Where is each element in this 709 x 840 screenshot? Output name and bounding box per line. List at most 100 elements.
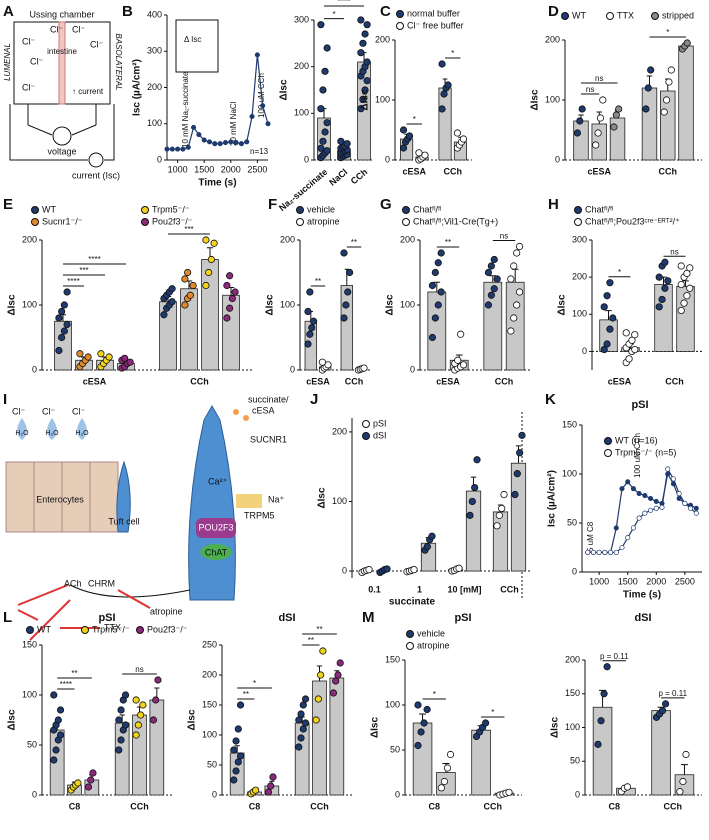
y-axis-label: ΔIsc xyxy=(7,709,18,731)
cell-label: Enterocytes xyxy=(36,494,84,504)
significance-label: ** xyxy=(316,625,322,634)
data-point xyxy=(60,301,68,309)
data-point xyxy=(647,66,655,74)
significance-label: p = 0.11 xyxy=(658,689,687,698)
y-axis-label: ΔIsc xyxy=(7,294,18,316)
data-point xyxy=(357,49,365,57)
significance-label: p = 0.11 xyxy=(600,652,629,661)
bar xyxy=(641,87,658,161)
legend-marker xyxy=(396,10,404,18)
bar xyxy=(149,699,165,796)
legend-marker xyxy=(396,22,404,30)
data-point xyxy=(623,783,632,791)
trace-point xyxy=(180,146,186,152)
significance-label: ** xyxy=(308,636,314,645)
data-point xyxy=(343,140,351,148)
data-point xyxy=(230,776,238,784)
ion: Cl⁻ xyxy=(22,82,35,92)
data-point xyxy=(660,108,668,116)
tuft-cell-small xyxy=(116,460,131,533)
data-point xyxy=(399,126,408,134)
x-tick-label: CCh xyxy=(345,376,364,386)
data-point xyxy=(455,564,463,572)
legend-label: Pou2f3⁻/⁻ xyxy=(147,624,188,634)
data-point xyxy=(606,325,614,333)
data-point xyxy=(63,288,71,296)
legend-marker xyxy=(81,626,89,634)
legend-label: Sucnr1⁻/⁻ xyxy=(42,216,83,226)
data-point xyxy=(344,288,352,296)
data-point xyxy=(662,700,670,708)
x-tick-label: cESA xyxy=(436,376,460,386)
legend-label: Chatᶠˡ/ᶠˡ;Vil1-Cre(Tg+) xyxy=(413,216,498,226)
data-point xyxy=(423,705,431,714)
legend-label: Trpm5⁻/⁻ (n=5) xyxy=(615,447,676,457)
x-axis-label: Time (s) xyxy=(198,178,236,189)
data-point xyxy=(359,95,367,103)
data-point xyxy=(599,96,607,104)
y-tick-label: 200 xyxy=(545,34,560,44)
data-point xyxy=(363,58,371,66)
data-point xyxy=(609,314,617,322)
x-tick-label: C8 xyxy=(608,801,620,811)
trace-point xyxy=(648,507,654,513)
data-point xyxy=(340,249,348,257)
legend-marker xyxy=(362,432,370,440)
data-point xyxy=(482,719,490,727)
tuft-cell xyxy=(188,404,236,601)
data-point xyxy=(399,144,408,152)
y-tick-label: 0 xyxy=(157,154,162,164)
panel-letter: J xyxy=(310,391,318,408)
y-tick-label: 300 xyxy=(147,46,162,56)
bar xyxy=(294,722,310,796)
x-tick-label: NaCl xyxy=(327,167,349,188)
y-tick-label: 100 xyxy=(280,299,295,309)
data-point xyxy=(55,346,63,355)
y-axis-label: ΔIsc xyxy=(360,89,371,111)
y-tick-label: 300 xyxy=(294,14,309,24)
data-point xyxy=(631,345,639,354)
panel-letter: G xyxy=(380,196,392,213)
y-tick-label: 200 xyxy=(572,272,587,282)
data-point xyxy=(360,364,368,372)
data-point xyxy=(644,84,652,92)
data-point xyxy=(236,701,245,709)
x-tick-label: CCh xyxy=(130,801,149,811)
data-point xyxy=(55,314,63,322)
bar xyxy=(201,259,219,371)
data-point xyxy=(329,689,338,697)
ion: Cl⁻ xyxy=(30,56,43,66)
data-point xyxy=(662,96,671,104)
data-point xyxy=(132,731,140,739)
trace-point xyxy=(238,141,244,147)
data-point xyxy=(642,105,650,113)
data-point xyxy=(594,129,602,137)
data-point xyxy=(105,353,113,361)
data-point xyxy=(500,490,508,499)
y-tick-label: 100 xyxy=(562,468,577,478)
ion: Cl⁻ xyxy=(42,406,55,416)
data-point xyxy=(76,350,84,358)
data-point xyxy=(516,449,524,457)
ion: Cl⁻ xyxy=(72,406,85,416)
trace-point xyxy=(233,140,239,146)
y-tick-label: 300 xyxy=(572,234,587,244)
data-point xyxy=(168,298,176,306)
trace-point xyxy=(653,498,659,504)
significance-label: ns xyxy=(586,85,594,94)
bar xyxy=(510,462,527,572)
data-point xyxy=(223,281,231,290)
ligand-dot xyxy=(233,409,239,415)
legend-marker xyxy=(136,626,144,634)
significance-label: * xyxy=(332,10,335,19)
data-point xyxy=(679,777,687,786)
data-point xyxy=(603,340,611,348)
data-point xyxy=(357,16,365,24)
data-point xyxy=(226,272,234,280)
data-point xyxy=(676,788,684,796)
data-point xyxy=(321,128,329,136)
data-point xyxy=(513,301,521,309)
data-point xyxy=(54,716,62,724)
y-tick-label: 150 xyxy=(22,639,37,649)
bar xyxy=(678,45,694,161)
